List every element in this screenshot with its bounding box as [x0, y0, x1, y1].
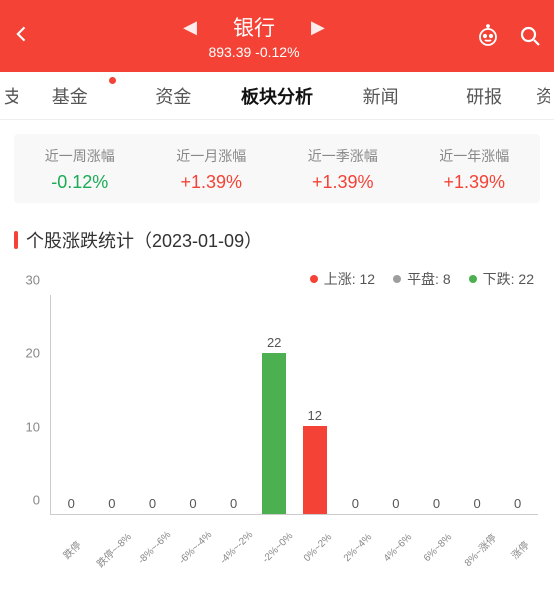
bar-value: 0	[392, 496, 399, 511]
tab-edge-left[interactable]: 支	[4, 83, 18, 109]
bar-value: 0	[433, 496, 440, 511]
tab-edge-right[interactable]: 资	[536, 83, 550, 109]
header-subtitle: 893.39 -0.12%	[208, 44, 299, 60]
period-row: 近一周涨幅-0.12%近一月涨幅+1.39%近一季涨幅+1.39%近一年涨幅+1…	[14, 134, 540, 203]
period-value: +1.39%	[146, 172, 278, 193]
tab-基金[interactable]: 基金	[18, 83, 122, 109]
period-item[interactable]: 近一月涨幅 +1.39%	[146, 134, 278, 203]
bar-value: 12	[308, 408, 322, 423]
period-item[interactable]: 近一周涨幅 -0.12%	[14, 134, 146, 203]
tab-资金[interactable]: 资金	[122, 83, 226, 109]
tab-研报[interactable]: 研报	[432, 83, 536, 109]
legend-item: 平盘: 8	[393, 269, 451, 289]
period-item[interactable]: 近一年涨幅 +1.39%	[409, 134, 541, 203]
legend-item: 上涨: 12	[310, 269, 375, 289]
legend-item: 下跌: 22	[469, 269, 534, 289]
bar-value: 0	[514, 496, 521, 511]
period-item[interactable]: 近一季涨幅 +1.39%	[277, 134, 409, 203]
legend-dot-icon	[310, 275, 318, 283]
x-label: 涨停	[500, 530, 539, 569]
x-label: 0%~2%	[300, 530, 339, 569]
x-label: 6%~8%	[420, 530, 459, 569]
tabs: 支 基金资金板块分析新闻研报 资	[0, 72, 554, 120]
prev-arrow-icon[interactable]: ◀	[177, 17, 203, 38]
tab-新闻[interactable]: 新闻	[329, 83, 433, 109]
bar-value: 0	[149, 496, 156, 511]
y-tick: 0	[33, 493, 40, 508]
bar-chart: 0102030 00000221200000 跌停跌停~-8%-8%~-6%-6…	[10, 295, 544, 545]
x-label: 8%~涨停	[460, 530, 499, 569]
period-value: -0.12%	[14, 172, 146, 193]
x-label: -6%~-4%	[177, 529, 217, 569]
bar-value: 0	[230, 496, 237, 511]
bar-col: 0	[173, 295, 214, 514]
x-label: -4%~-2%	[219, 529, 259, 569]
period-value: +1.39%	[277, 172, 409, 193]
bar-col: 0	[376, 295, 417, 514]
bar-value: 22	[267, 335, 281, 350]
legend-dot-icon	[393, 275, 401, 283]
search-icon[interactable]	[518, 24, 542, 48]
bar-col: 0	[457, 295, 498, 514]
period-label: 近一年涨幅	[409, 146, 541, 166]
bar-value: 0	[352, 496, 359, 511]
bar-value: 0	[189, 496, 196, 511]
header: ◀ 银行 ▶ 893.39 -0.12%	[0, 0, 554, 72]
x-label: 4%~6%	[380, 530, 419, 569]
period-label: 近一月涨幅	[146, 146, 278, 166]
bar-value: 0	[473, 496, 480, 511]
y-tick: 10	[26, 419, 40, 434]
next-arrow-icon[interactable]: ▶	[305, 17, 331, 38]
tab-板块分析[interactable]: 板块分析	[225, 83, 329, 109]
bar-col: 12	[294, 295, 335, 514]
bar-value: 0	[68, 496, 75, 511]
bar-value: 0	[108, 496, 115, 511]
section-title: 个股涨跌统计（2023-01-09）	[14, 227, 540, 253]
y-tick: 20	[26, 346, 40, 361]
back-icon[interactable]	[12, 24, 32, 49]
bar-col: 0	[416, 295, 457, 514]
y-tick: 30	[26, 273, 40, 288]
bar-col: 22	[254, 295, 295, 514]
bar-col: 0	[497, 295, 538, 514]
bar-col: 0	[51, 295, 92, 514]
header-title: 银行	[233, 12, 275, 42]
x-label: -8%~-6%	[136, 529, 176, 569]
bar-col: 0	[213, 295, 254, 514]
period-label: 近一季涨幅	[277, 146, 409, 166]
chart-legend: 上涨: 12 平盘: 8 下跌: 22	[20, 269, 534, 289]
x-label: -2%~0%	[260, 530, 299, 569]
x-label: 2%~4%	[340, 530, 379, 569]
bar-col: 0	[92, 295, 133, 514]
bar-col: 0	[335, 295, 376, 514]
bar-col: 0	[132, 295, 173, 514]
robot-icon[interactable]	[476, 24, 500, 48]
period-label: 近一周涨幅	[14, 146, 146, 166]
bar	[262, 353, 286, 514]
legend-dot-icon	[469, 275, 477, 283]
period-value: +1.39%	[409, 172, 541, 193]
x-label: 跌停~-8%	[92, 529, 133, 570]
bar	[303, 426, 327, 514]
badge-icon	[109, 77, 116, 84]
x-label: 跌停	[52, 530, 91, 569]
